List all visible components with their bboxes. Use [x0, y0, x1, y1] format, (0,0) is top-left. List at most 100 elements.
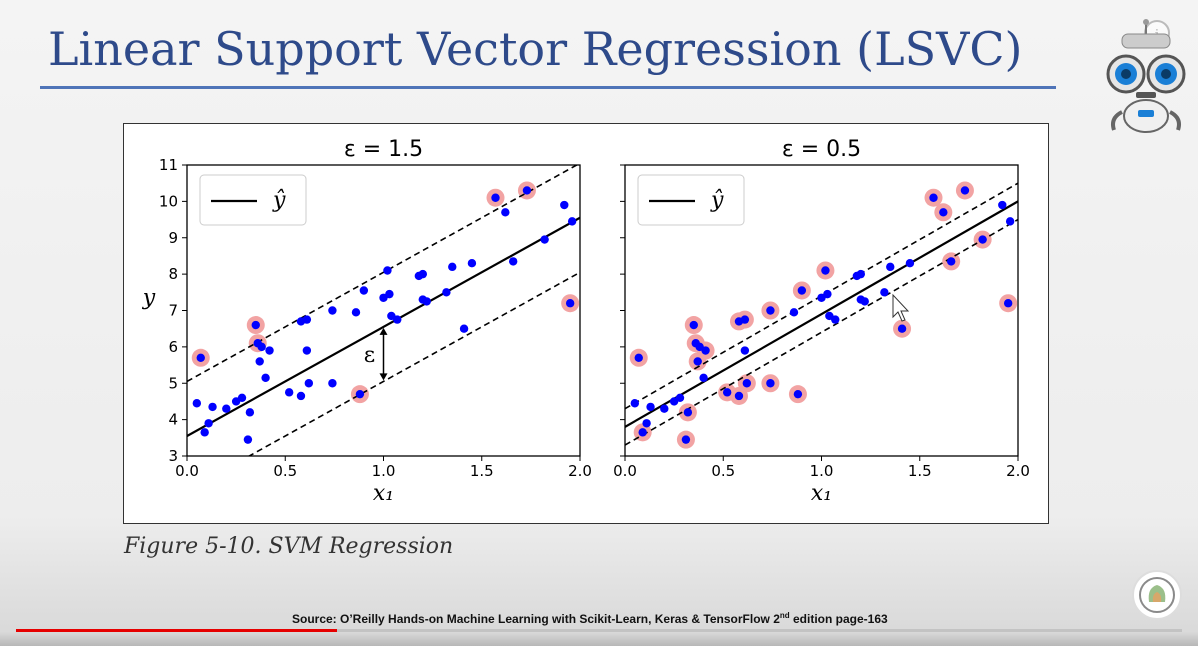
panel1-y-axis-label: y [142, 286, 156, 311]
panel1-data-point [540, 235, 549, 244]
panel2-data-point [856, 269, 865, 279]
panel1-data-point [567, 217, 577, 226]
panel1-x-tick-label: 0.5 [273, 462, 297, 480]
panel1-data-point [192, 399, 202, 408]
panel2-data-point [1003, 299, 1013, 308]
panel2-data-point [789, 308, 799, 317]
panel1-data-point [284, 388, 294, 397]
panel1-data-point [265, 346, 274, 355]
panel1-data-point [359, 286, 369, 295]
panel1-epsilon-arrow-head-down [379, 373, 388, 381]
panel2-data-point [766, 379, 775, 388]
panel2-data-point [701, 346, 710, 355]
panel2-data-point [880, 288, 889, 297]
panel1-y-tick-label: 4 [168, 411, 178, 429]
panel2-data-point [683, 408, 693, 417]
panel2-data-point [699, 373, 708, 382]
panel1-data-point [351, 308, 361, 317]
panel2-data-point [831, 315, 840, 324]
panel2-x-tick-label: 0.5 [711, 462, 735, 480]
panel1-data-point [208, 402, 217, 412]
channel-logo-graphic [1139, 577, 1175, 613]
panel2-legend-label: ŷ [710, 188, 724, 213]
panel1-legend-label: ŷ [272, 188, 286, 213]
panel2-data-point [740, 315, 750, 324]
panel1-data-point [304, 379, 314, 388]
panel1-data-point [328, 379, 337, 388]
panel1-data-point [196, 353, 205, 362]
panel1-data-point [393, 315, 402, 324]
panel1-data-point [442, 288, 451, 297]
panel2-data-point [946, 257, 956, 266]
panel1-data-point [459, 324, 469, 333]
panel1-data-point [302, 346, 312, 355]
panel2-data-point [860, 297, 869, 306]
panel1-data-point [222, 404, 231, 413]
video-progress-bar[interactable] [16, 629, 1182, 632]
panel2-data-point [793, 389, 803, 399]
panel1-margin-line-lower [247, 271, 580, 456]
panel1-x-axis-label: x₁ [373, 481, 394, 506]
panel1-y-tick-label: 3 [168, 447, 178, 465]
panel1-data-point [448, 262, 457, 272]
panel1-chart-title: ε = 1.5 [344, 137, 423, 162]
panel1-data-point [245, 408, 255, 417]
panel1-data-point [422, 297, 431, 306]
panel1-data-point [328, 306, 337, 315]
panel2-data-point [689, 320, 698, 330]
video-progress-fill [16, 629, 337, 632]
panel1-epsilon-annotation: ε [364, 343, 375, 368]
panel1-epsilon-arrow-head-up [379, 327, 388, 335]
panel2-x-tick-label: 1.5 [908, 462, 932, 480]
panel2-data-point [742, 379, 752, 388]
channel-logo-icon[interactable] [1132, 570, 1182, 620]
panel2-x-tick-label: 0.0 [613, 462, 637, 480]
panel1-data-point [418, 269, 427, 279]
source-citation: Source: O’Reilly Hands-on Machine Learni… [292, 611, 888, 626]
slide-title: Linear Support Vector Regression (LSVC) [48, 22, 1023, 76]
panel1-y-tick-label: 11 [159, 156, 178, 174]
panel2-data-point [766, 306, 775, 315]
panel2-x-tick-label: 2.0 [1006, 462, 1030, 480]
panel1-regression-line [187, 216, 580, 437]
panel1-data-point [501, 208, 510, 217]
svm-regression-figure: 0.0 0.5 1.0 1.5 2.0 3 4 5 6 7 8 9 10 11 ε = 1.5 x₁ y ŷ ε 0.… [142, 137, 1030, 506]
panel1-y-tick-label: 10 [159, 192, 178, 210]
panel1-y-tick-label: 5 [168, 374, 178, 392]
panel1-x-tick-label: 0.0 [175, 462, 199, 480]
panel1-data-point [251, 320, 260, 330]
source-superscript: nd [779, 611, 790, 620]
panel1-data-point [467, 259, 477, 268]
panel1-data-point [257, 342, 266, 352]
panel1-data-point [255, 357, 264, 366]
panel1-data-point [296, 391, 306, 401]
panel2-data-point [897, 324, 907, 333]
panel1-data-point [204, 419, 213, 428]
panel1-data-point [261, 373, 270, 382]
panel1-margin-line-upper [187, 165, 579, 383]
panel2-data-point [646, 402, 655, 412]
panel2-data-point [722, 388, 732, 397]
panel2-data-point [978, 235, 987, 244]
panel2-data-point [681, 435, 691, 444]
panel2-data-point [960, 186, 970, 195]
panel1-data-point [522, 186, 532, 195]
panel2-data-point [638, 428, 647, 437]
panel1-y-tick-label: 7 [168, 302, 178, 320]
panel2-data-point [823, 289, 832, 299]
robot-mascot-icon [1106, 19, 1186, 133]
panel1-x-tick-label: 1.5 [470, 462, 494, 480]
panel2-data-point [634, 353, 643, 362]
panel2-data-point [630, 399, 640, 408]
panel2-data-point [1005, 217, 1015, 226]
panel2-data-point [998, 200, 1007, 210]
source-text: Source: O’Reilly Hands-on Machine Learni… [292, 612, 780, 626]
mouse-cursor-icon [892, 293, 910, 322]
panel2-data-point [939, 208, 948, 217]
panel2-data-point [929, 193, 938, 202]
panel2-data-point [821, 266, 830, 275]
panel2-data-point [886, 262, 895, 272]
panel1-data-point [491, 193, 500, 202]
panel2-data-point [797, 286, 807, 295]
panel1-data-point [385, 289, 394, 299]
